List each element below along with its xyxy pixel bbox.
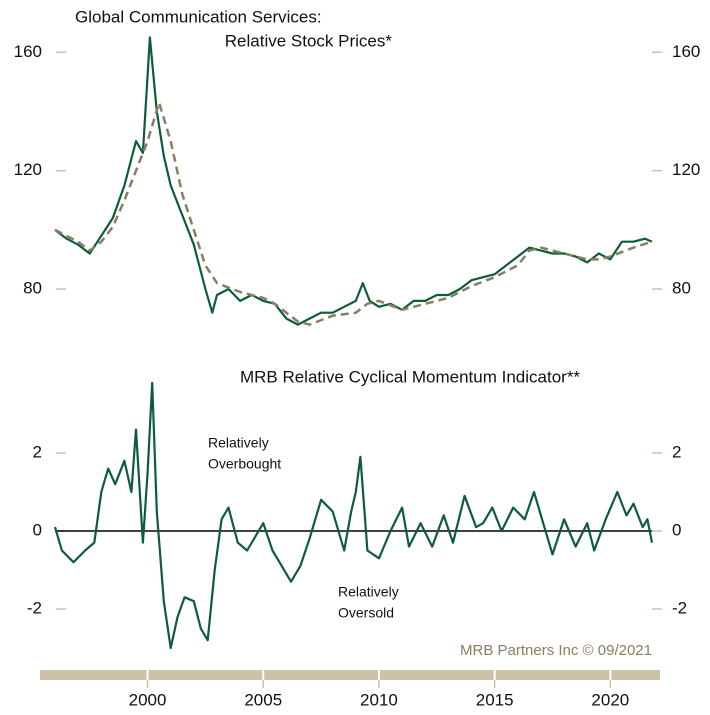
annotation: Overbought [208,456,281,472]
x-tick-label: 2020 [591,690,629,709]
x-tick-label: 2010 [360,690,398,709]
y-tick-label: 2 [33,442,42,461]
y-tick-label: 160 [14,42,42,61]
chart-title: Relative Stock Prices* [225,31,393,50]
x-tick-label: 2015 [476,690,514,709]
moving-average-line [54,101,653,326]
source: MRB Partners Inc © 09/2021 [460,642,652,659]
x-tick-label: 2000 [129,690,167,709]
y-tick-label-right: 2 [672,442,681,461]
chart-title: Global Communication Services: [75,7,322,26]
data-line [54,36,653,326]
y-tick-label: 120 [14,160,42,179]
annotation: Relatively [208,435,269,451]
chart-title: MRB Relative Cyclical Momentum Indicator… [240,367,580,386]
y-tick-label-right: 120 [672,160,700,179]
y-tick-label: 80 [23,279,42,298]
data-line [53,381,654,650]
y-tick-label: -2 [27,598,42,617]
y-tick-label-right: 80 [672,279,691,298]
y-tick-label-right: 160 [672,42,700,61]
y-tick-label-right: 0 [672,520,681,539]
x-tick-label: 2005 [244,690,282,709]
x-axis-band [40,670,660,680]
annotation: Oversold [338,605,394,621]
annotation: Relatively [338,584,399,600]
y-tick-label: 0 [33,520,42,539]
y-tick-label-right: -2 [672,598,687,617]
